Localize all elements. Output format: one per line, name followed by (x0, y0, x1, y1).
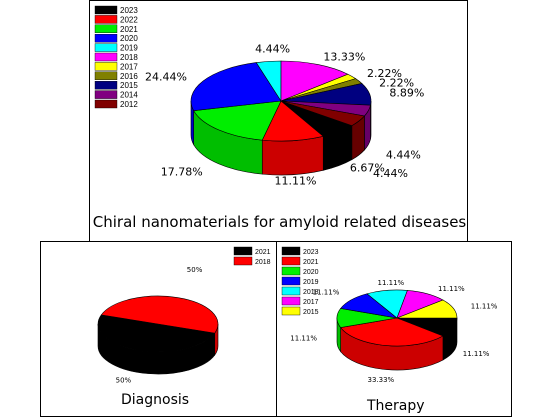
legend-swatch-2023 (282, 247, 300, 255)
legend-swatch-2015 (95, 81, 117, 89)
data-label-2020: 24.44% (145, 70, 187, 83)
legend-swatch-2018 (95, 53, 117, 61)
legend-swatch-2021 (95, 25, 117, 33)
legend-label-2018: 2018 (255, 259, 271, 266)
data-label-2019: 4.44% (255, 43, 290, 56)
legend-label-2021: 2021 (255, 249, 271, 256)
legend-label-2018: 2018 (303, 289, 319, 296)
pie-top (98, 296, 218, 352)
legend: 2023 2021 2020 2019 2018 2017 2015 (282, 247, 319, 316)
legend-swatch-2016 (95, 72, 117, 80)
pie-top (337, 290, 457, 346)
legend-swatch-2022 (95, 15, 117, 23)
legend-label-2015: 2015 (303, 309, 319, 316)
legend-label-2016: 2016 (120, 72, 138, 81)
legend-swatch-2021 (282, 257, 300, 265)
data-label-2022: 11.11% (274, 175, 316, 188)
legend: 2021 2018 (234, 247, 271, 266)
legend-swatch-2020 (95, 34, 117, 42)
legend-swatch-2017 (95, 62, 117, 70)
legend-swatch-2020 (282, 267, 300, 275)
legend-swatch-2019 (282, 277, 300, 285)
data-label-2021: 50% (116, 376, 132, 384)
pie-chart-therapy: 11.11%33.33%11.11%11.11%11.11%11.11%11.1… (277, 242, 513, 418)
data-label-2012: 4.44% (373, 167, 408, 180)
legend-label-2012: 2012 (120, 100, 138, 109)
legend-label-2015: 2015 (120, 81, 138, 90)
legend-label-2017: 2017 (120, 62, 138, 71)
legend-label-2020: 2020 (120, 34, 138, 43)
legend-swatch-2014 (95, 91, 117, 99)
data-label-2021: 33.33% (367, 376, 394, 384)
chart-panel-diagnosis: 50% 50% 2021 2018 Diagnosis (40, 241, 278, 417)
data-label-2015: 11.11% (471, 303, 498, 311)
legend-label-2021: 2021 (303, 259, 319, 266)
data-label-2018: 50% (187, 266, 203, 274)
legend-swatch-2018 (234, 257, 252, 265)
data-label-2020: 11.11% (290, 334, 317, 342)
pie-top (191, 61, 371, 141)
legend: 2023202220212020201920182017201620152014… (95, 6, 138, 109)
chart-panel-therapy: 11.11%33.33%11.11%11.11%11.11%11.11%11.1… (276, 241, 512, 417)
legend-label-2020: 2020 (303, 269, 319, 276)
legend-swatch-2021 (234, 247, 252, 255)
data-label-2018: 11.11% (377, 279, 404, 287)
legend-label-2014: 2014 (120, 91, 138, 100)
legend-swatch-2019 (95, 44, 117, 52)
data-label-2023: 11.11% (463, 350, 490, 358)
legend-label-2019: 2019 (120, 44, 138, 53)
chart-title-diagnosis: Diagnosis (121, 392, 189, 408)
legend-label-2023: 2023 (120, 6, 138, 15)
pie-side-2022 (262, 136, 323, 175)
legend-swatch-2023 (95, 6, 117, 14)
chart-panel-all: 6.67%11.11%17.78%24.44%4.44%13.33%2.22%2… (89, 0, 468, 243)
legend-label-2017: 2017 (303, 299, 319, 306)
legend-label-2018: 2018 (120, 53, 138, 62)
legend-label-2022: 2022 (120, 15, 138, 24)
legend-swatch-2012 (95, 100, 117, 108)
legend-swatch-2015 (282, 307, 300, 315)
legend-label-2023: 2023 (303, 249, 319, 256)
chart-title-therapy: Therapy (367, 398, 425, 414)
pie-chart-all: 6.67%11.11%17.78%24.44%4.44%13.33%2.22%2… (90, 1, 469, 244)
legend-swatch-2018 (282, 287, 300, 295)
legend-label-2021: 2021 (120, 25, 138, 34)
data-label-2014: 4.44% (386, 148, 421, 161)
legend-swatch-2017 (282, 297, 300, 305)
chart-title-all: Chiral nanomaterials for amyloid related… (90, 213, 469, 231)
data-label-2017: 11.11% (438, 285, 465, 293)
data-label-2021: 17.78% (161, 165, 203, 178)
legend-label-2019: 2019 (303, 279, 319, 286)
data-label-2018: 13.33% (323, 50, 365, 63)
data-label-2015: 8.89% (389, 86, 424, 99)
